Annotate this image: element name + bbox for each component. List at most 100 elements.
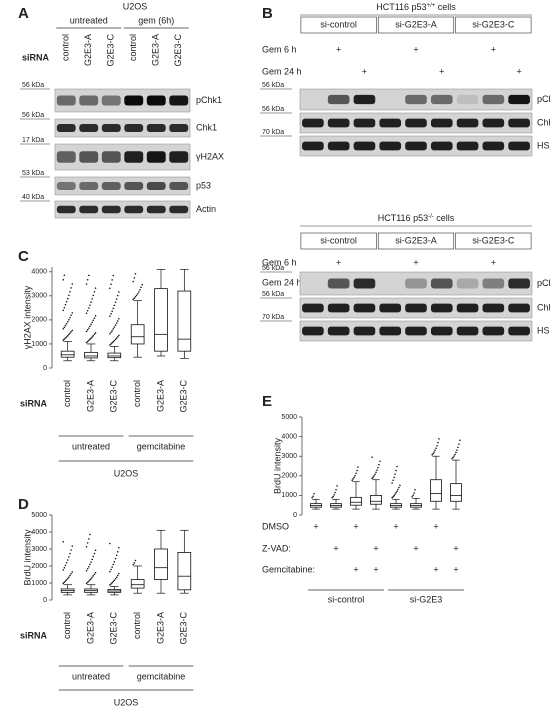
block-title: HCT116 p53+/+ cells (376, 2, 456, 12)
plus-mark: + (439, 66, 444, 76)
plus-mark: + (453, 564, 458, 574)
plus-mark: + (353, 564, 358, 574)
kda-marker: 17 kDa (22, 137, 44, 144)
protein-label: pChk1 (537, 94, 550, 104)
group-box (300, 16, 377, 34)
band (508, 141, 530, 151)
kda-marker: 56 kDa (262, 106, 284, 113)
panel-letter: A (18, 5, 29, 22)
band (508, 94, 530, 105)
band (405, 94, 427, 105)
category-label: G2E3-C (109, 380, 119, 413)
blot (299, 271, 533, 296)
band (430, 326, 453, 336)
blot (54, 88, 191, 113)
band (379, 118, 402, 128)
y-tick-label: 5000 (281, 414, 297, 421)
band (456, 94, 479, 105)
group-box (377, 232, 455, 250)
band (482, 326, 505, 336)
outliers (411, 488, 416, 498)
group-label: si-G2E3-A (395, 19, 437, 29)
band (101, 205, 121, 214)
band (302, 326, 324, 336)
band (430, 278, 453, 289)
band (456, 118, 479, 128)
group-label: gemcitabine (137, 671, 186, 681)
blot (54, 200, 191, 219)
cell-line: U2OS (114, 697, 139, 707)
treatment-label: Gem 6 h (262, 44, 297, 54)
band (508, 303, 530, 313)
outliers (311, 492, 315, 499)
y-tick-label: 2000 (31, 317, 47, 324)
band (482, 278, 505, 289)
plus-mark: + (413, 257, 418, 267)
box (177, 290, 192, 352)
title-text: HCT116 p53 (376, 2, 426, 12)
group-box (455, 16, 532, 34)
band (482, 303, 505, 313)
treatment-label: Gem 6 h (262, 257, 297, 267)
band (430, 94, 453, 105)
band (508, 118, 530, 128)
y-tick-label: 1000 (281, 492, 297, 499)
band (146, 124, 166, 132)
band (169, 124, 189, 132)
category-label: G2E3-C (179, 612, 189, 645)
band (379, 326, 402, 336)
group-label: si-G2E3-C (472, 235, 515, 245)
box (107, 352, 122, 359)
outliers (132, 559, 137, 566)
plus-mark: + (393, 521, 398, 531)
y-tick-label: 5000 (31, 512, 47, 519)
band (302, 118, 324, 128)
group-label: untreated (72, 441, 110, 451)
plus-mark: + (333, 543, 338, 553)
protein-label: Chk1 (537, 117, 550, 127)
plus-mark: + (516, 66, 521, 76)
plus-mark: + (373, 543, 378, 553)
protein-label: HSC-70 (537, 140, 550, 150)
band (79, 95, 99, 106)
band (405, 303, 427, 313)
plus-mark: + (491, 257, 496, 267)
block-title: HCT116 p53-/- cells (378, 213, 455, 223)
row-label: siRNA (20, 398, 48, 408)
band (56, 95, 76, 106)
band (302, 141, 324, 151)
band (327, 94, 350, 105)
band (456, 278, 479, 289)
band (430, 141, 453, 151)
band (302, 303, 324, 313)
title-text: cells (434, 213, 455, 223)
category-label: G2E3-C (109, 612, 119, 645)
outliers (351, 466, 359, 481)
outliers (109, 542, 120, 586)
band (430, 303, 453, 313)
plus-mark: + (433, 521, 438, 531)
band (146, 151, 166, 163)
protein-label: p53 (196, 180, 211, 190)
band (482, 94, 505, 105)
y-tick-label: 2000 (281, 473, 297, 480)
band (456, 326, 479, 336)
box (154, 548, 168, 581)
band (169, 182, 189, 190)
y-axis-label: BrdU intensity (272, 437, 282, 494)
outliers (109, 274, 120, 346)
protein-label: HSC-70 (537, 325, 550, 335)
kda-marker: 56 kDa (262, 82, 284, 89)
band (508, 278, 530, 289)
plus-mark: + (491, 44, 496, 54)
band (353, 278, 376, 289)
plus-mark: + (433, 564, 438, 574)
band (353, 118, 376, 128)
band (379, 141, 402, 151)
group-label: si-control (320, 19, 357, 29)
y-tick-label: 0 (43, 597, 47, 604)
y-axis-label: γH2AX intensity (22, 285, 32, 349)
panel-letter: E (262, 393, 272, 410)
group-label: untreated (72, 671, 110, 681)
